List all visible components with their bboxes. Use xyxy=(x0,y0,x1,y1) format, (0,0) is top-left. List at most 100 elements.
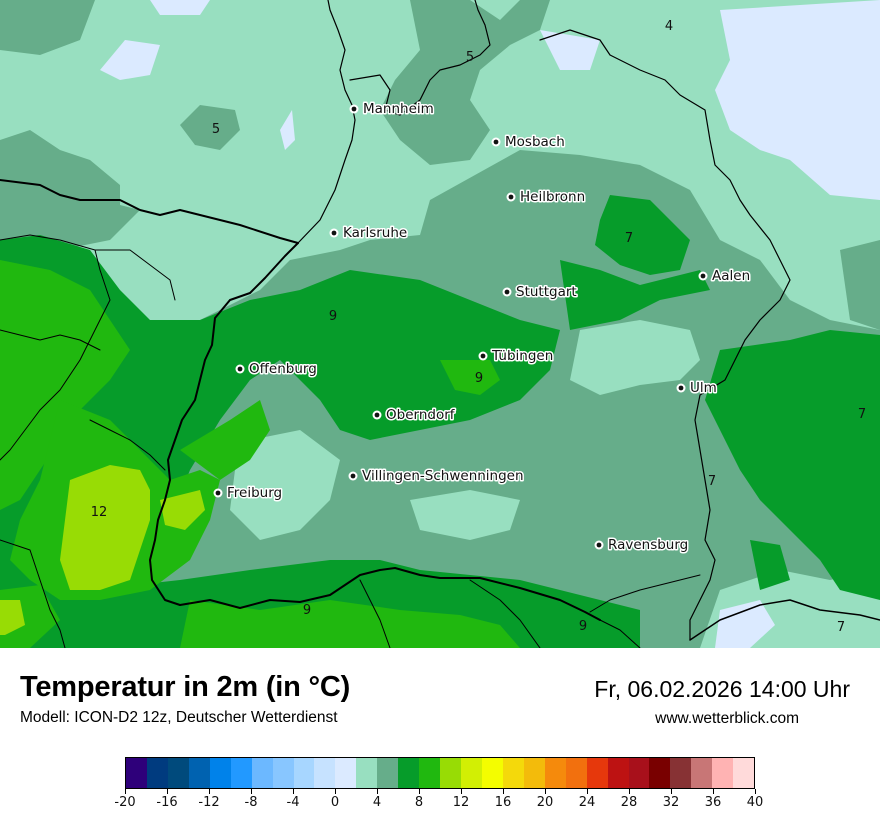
colorbar-swatch xyxy=(461,758,482,788)
contour-value-label: 7 xyxy=(708,474,716,489)
city-label: Ravensburg xyxy=(608,537,688,553)
contour-value-label: 5 xyxy=(212,122,220,137)
city-marker: Tübingen xyxy=(478,347,555,366)
city-dot-icon xyxy=(700,273,706,279)
tick-label: 36 xyxy=(704,795,722,810)
city-marker: Offenburg xyxy=(235,360,318,379)
tick-mark xyxy=(293,789,294,794)
colorbar-swatch xyxy=(167,758,189,788)
colorbar-swatch xyxy=(335,758,357,788)
colorbar-swatch xyxy=(649,758,671,788)
tick-mark xyxy=(461,789,462,794)
tick-label: 24 xyxy=(578,795,596,810)
city-label: Mannheim xyxy=(363,101,434,117)
colorbar-swatch xyxy=(209,758,231,788)
contour-value-label: 7 xyxy=(858,407,866,422)
colorbar-swatch xyxy=(544,758,566,788)
contour-value-label: 9 xyxy=(475,371,483,386)
tick-label: 40 xyxy=(746,795,764,810)
colorbar-swatch xyxy=(481,758,503,788)
colorbar-swatch xyxy=(712,758,734,788)
map-title: Temperatur in 2m (in °C) xyxy=(20,671,351,703)
city-label: Mosbach xyxy=(505,134,565,150)
city-marker: Freiburg xyxy=(213,484,284,503)
city-marker: Ravensburg xyxy=(594,536,690,555)
tick-mark xyxy=(125,789,126,794)
colorbar-swatch xyxy=(251,758,273,788)
city-label: Heilbronn xyxy=(520,189,585,205)
city-dot-icon xyxy=(480,353,486,359)
city-dot-icon xyxy=(237,366,243,372)
city-marker: Heilbronn xyxy=(506,188,587,207)
city-marker: Ulm xyxy=(676,379,718,398)
temperature-map: 4 5 5 7 9 9 7 7 12 9 9 7 Mannheim Mosbach Heilbronn Ka… xyxy=(0,0,880,648)
colorbar-swatch xyxy=(586,758,608,788)
city-dot-icon xyxy=(350,473,356,479)
tick-mark xyxy=(335,789,336,794)
city-marker: Aalen xyxy=(698,267,752,286)
colorbar-ticks: -20 -16 -12 -8 -4 0 4 8 12 16 20 24 28 32 36 40 xyxy=(114,789,763,819)
colorbar-swatch xyxy=(230,758,252,788)
colorbar-swatch xyxy=(607,758,629,788)
tick-mark xyxy=(209,789,210,794)
contour-value-label: 7 xyxy=(625,231,633,246)
colorbar-swatch xyxy=(419,758,441,788)
temperature-colorbar xyxy=(125,757,755,789)
tick-label: 20 xyxy=(536,795,554,810)
city-marker: Mannheim xyxy=(349,100,435,119)
city-label: Tübingen xyxy=(491,348,553,364)
tick-label: 4 xyxy=(372,795,382,810)
contour-value-label: 9 xyxy=(303,603,311,618)
contour-value-label: 4 xyxy=(665,19,673,34)
colorbar-swatch xyxy=(565,758,587,788)
valid-datetime: Fr, 06.02.2026 14:00 Uhr xyxy=(594,676,850,702)
colorbar-swatch xyxy=(293,758,315,788)
city-dot-icon xyxy=(351,106,357,112)
contour-value-label: 7 xyxy=(837,620,845,635)
tick-label: -12 xyxy=(198,795,220,810)
city-label: Offenburg xyxy=(249,361,317,377)
tick-mark xyxy=(503,789,504,794)
tick-mark xyxy=(545,789,546,794)
city-dot-icon xyxy=(493,139,499,145)
city-dot-icon xyxy=(331,230,337,236)
colorbar-swatch xyxy=(356,758,378,788)
tick-label: 32 xyxy=(662,795,680,810)
colorbar-swatch xyxy=(628,758,650,788)
colorbar-swatch xyxy=(188,758,210,788)
city-dot-icon xyxy=(596,542,602,548)
city-marker: Karlsruhe xyxy=(329,224,409,243)
tick-label: -8 xyxy=(244,795,258,810)
model-source: Modell: ICON-D2 12z, Deutscher Wetterdie… xyxy=(20,709,338,726)
city-label: Villingen-Schwenningen xyxy=(362,468,524,484)
tick-mark xyxy=(713,789,714,794)
city-label: Aalen xyxy=(712,268,750,284)
city-label: Freiburg xyxy=(227,485,282,501)
tick-label: 0 xyxy=(330,795,340,810)
city-dot-icon xyxy=(508,194,514,200)
colorbar-swatch xyxy=(691,758,713,788)
tick-label: 28 xyxy=(620,795,638,810)
city-dot-icon xyxy=(215,490,221,496)
contour-value-label: 9 xyxy=(329,309,337,324)
tick-mark xyxy=(587,789,588,794)
colorbar-swatch xyxy=(314,758,336,788)
colorbar-swatch xyxy=(523,758,545,788)
tick-mark xyxy=(629,789,630,794)
city-marker: Stuttgart xyxy=(502,283,578,302)
contour-value-label: 9 xyxy=(579,619,587,634)
colorbar-swatch xyxy=(502,758,524,788)
city-label: Karlsruhe xyxy=(343,225,407,241)
colorbar-swatch xyxy=(272,758,294,788)
city-dot-icon xyxy=(678,385,684,391)
website-link[interactable]: www.wetterblick.com xyxy=(655,710,799,727)
tick-label: -20 xyxy=(114,795,136,810)
tick-label: -4 xyxy=(286,795,300,810)
city-label: Oberndorf xyxy=(386,407,456,423)
city-marker: Oberndorf xyxy=(372,406,457,425)
tick-mark xyxy=(755,789,756,794)
city-dot-icon xyxy=(504,289,510,295)
tick-label: -16 xyxy=(156,795,178,810)
city-label: Ulm xyxy=(690,380,717,396)
colorbar-swatch xyxy=(377,758,399,788)
